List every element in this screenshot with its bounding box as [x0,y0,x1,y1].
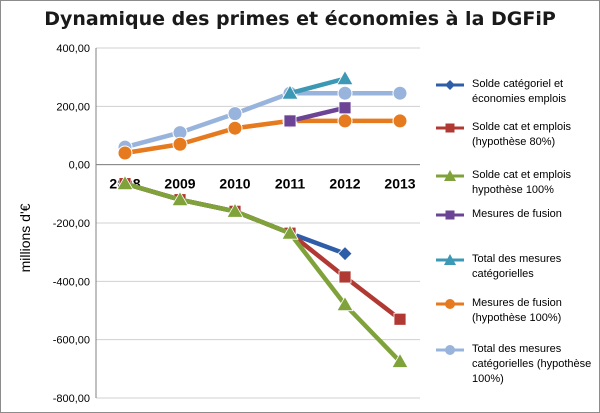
x-tick-label: 2013 [384,176,415,192]
data-point [337,246,353,262]
data-point [393,312,407,326]
y-tick-label: 200,00 [56,101,90,113]
data-point [283,114,297,128]
data-point [117,145,133,161]
chart-title: Dynamique des primes et économies à la D… [44,8,556,30]
x-tick-label: 2010 [219,176,250,192]
data-point [281,224,299,240]
series-line [122,181,403,364]
data-point [227,106,243,122]
series-line [122,118,403,156]
data-point [172,136,188,152]
y-tick-label: -800,00 [53,393,90,405]
data-point [281,84,299,100]
legend-swatch [436,299,464,309]
legend-swatch [436,210,464,220]
data-point [338,101,352,115]
series-line [287,76,348,96]
data-point [336,69,354,86]
legend-label: Solde cat et emplois hypothèse 100% [472,169,572,196]
legend-swatch [436,345,464,355]
y-tick-label: -600,00 [53,335,90,347]
x-tick-label: 2009 [164,176,195,192]
data-point [391,352,409,368]
data-point [337,85,353,101]
data-point [336,295,354,312]
y-tick-label: -200,00 [53,218,90,230]
legend-label: Total des mesures catégorielles [472,253,562,280]
y-tick-label: -400,00 [53,276,90,288]
legend-label: Mesures de fusion [472,208,562,220]
data-point [116,174,134,191]
data-point [171,190,189,207]
series-line [287,105,348,124]
legend-swatch [436,254,464,265]
data-point [392,85,408,101]
series-line [122,181,403,322]
x-tick-label: 2012 [329,176,360,192]
legend-swatch [436,80,464,90]
legend-label: Mesures de fusion (hypothèse 100%) [472,297,562,324]
series-line [122,90,403,150]
legend-swatch [436,123,464,133]
legend-label: Total des mesures catégorielles (hypothè… [472,343,592,385]
chart-legend: Solde catégoriel et économies emplois Sol… [436,77,596,397]
legend-swatch [436,170,464,181]
data-point [392,113,408,129]
data-point [227,120,243,136]
legend-label: Solde catégoriel et économies emplois [472,78,567,105]
legend-label: Solde cat et emplois (hypothèse 80%) [472,121,572,148]
data-point [337,113,353,129]
y-tick-label: 0,00 [69,160,90,172]
x-tick-label: 2011 [275,176,306,192]
data-point [338,270,352,284]
y-tick-label: 400,00 [56,43,90,55]
data-point [226,202,244,218]
